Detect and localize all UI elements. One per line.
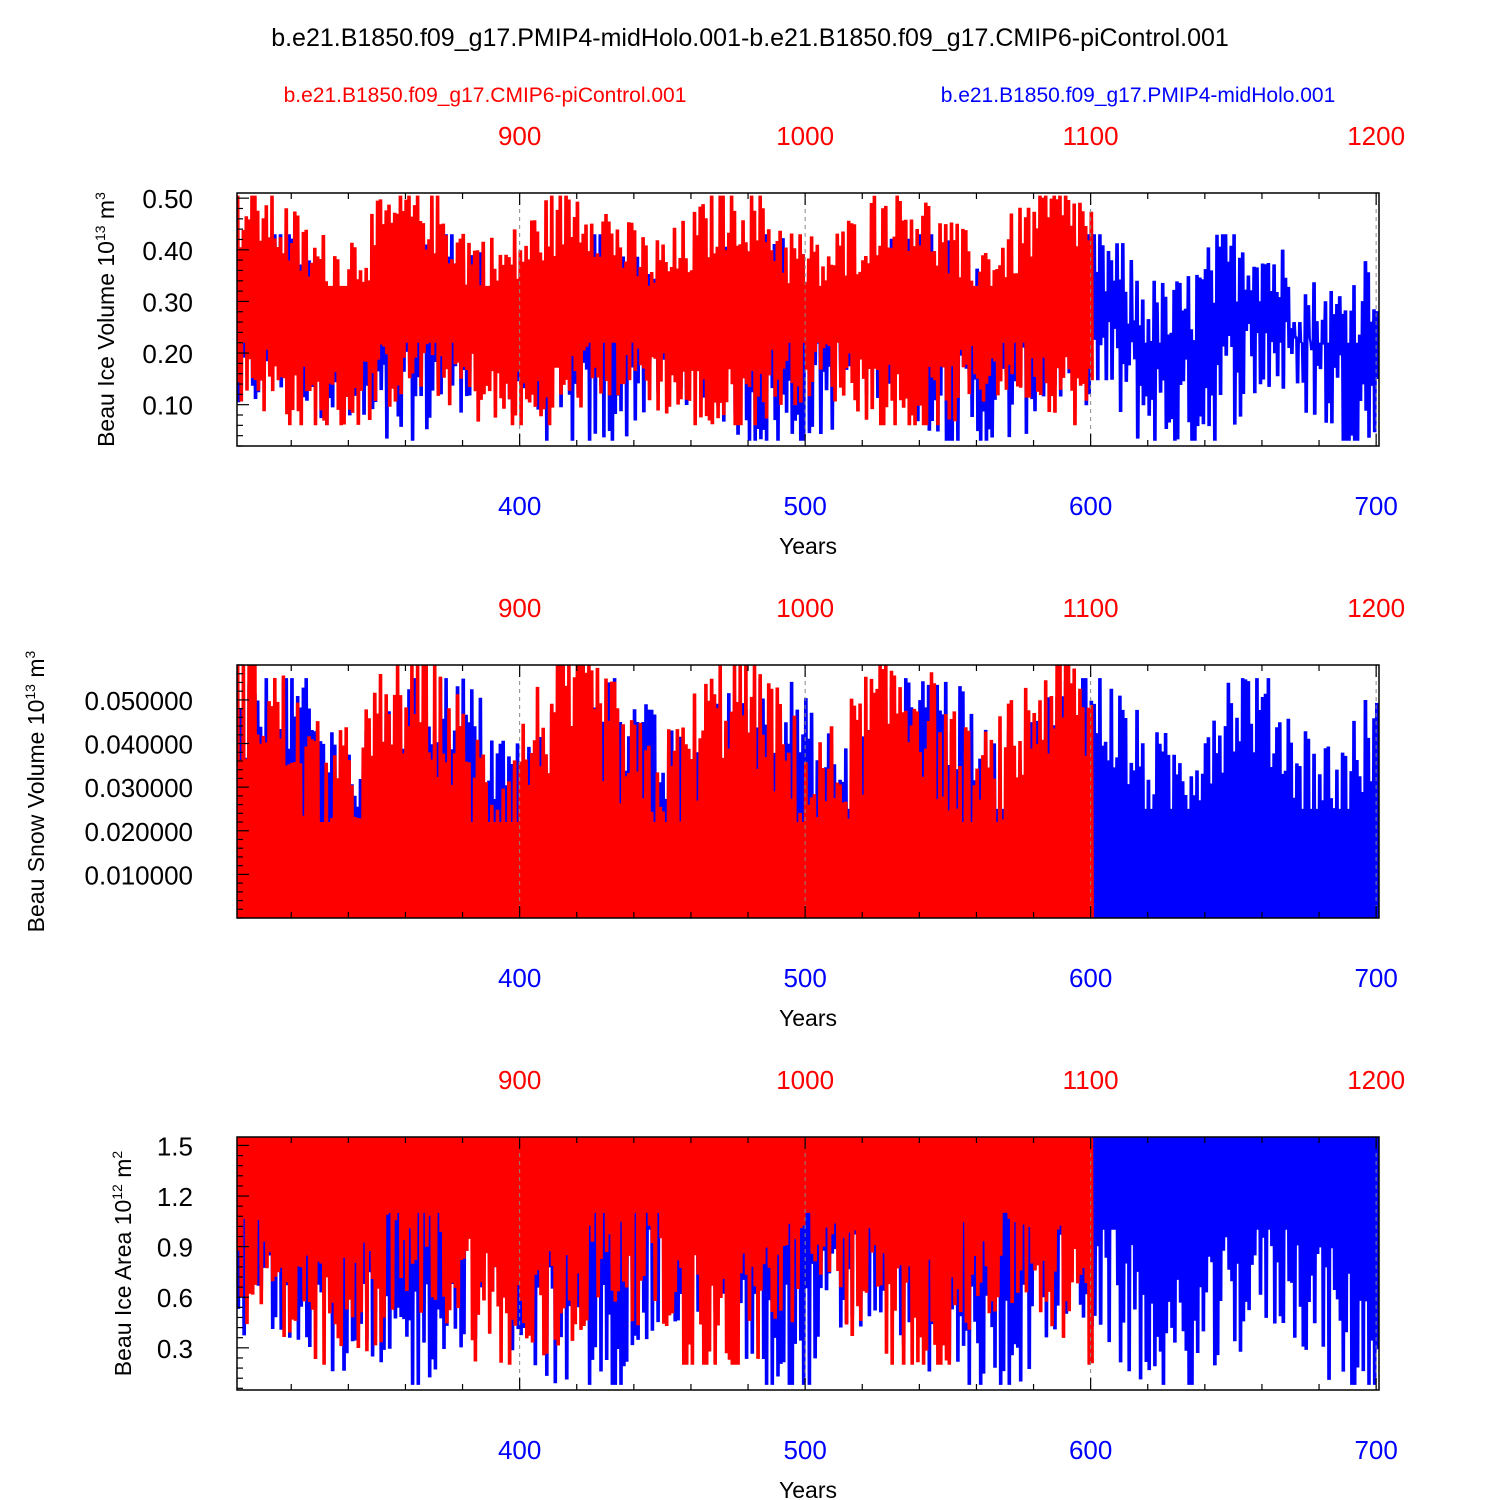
x-tick-label-bottom: 500 xyxy=(783,491,826,521)
y-axis-label: Beau Ice Area 1012 m2 xyxy=(109,1151,136,1377)
x-tick-label-bottom: 700 xyxy=(1354,1435,1397,1465)
series-control-line xyxy=(237,1137,1094,1365)
x-tick-label-top: 1000 xyxy=(776,121,834,151)
x-tick-label-top: 1100 xyxy=(1063,1065,1119,1095)
y-tick-label: 0.030000 xyxy=(85,773,193,803)
x-tick-label-bottom: 400 xyxy=(498,963,541,993)
panel-ice-area: 400 500 600 700 900 1000 1100 1200 Years 0.3 0.6 0.… xyxy=(109,1065,1405,1500)
x-tick-label-top: 1200 xyxy=(1347,121,1405,151)
series-control-line xyxy=(237,195,1094,426)
y-tick-label: 0.050000 xyxy=(85,686,193,716)
x-tick-label-bottom: 700 xyxy=(1354,963,1397,993)
x-tick-label-bottom: 600 xyxy=(1069,1435,1112,1465)
y-axis-label: Beau Snow Volume 1013 m3 xyxy=(22,650,49,932)
x-tick-label-bottom: 400 xyxy=(498,1435,541,1465)
panel-ice-volume: 400 500 600 700 900 1000 1100 1200 Years 0.10 0.20… xyxy=(92,121,1405,559)
x-tick-label-top: 900 xyxy=(498,1065,541,1095)
y-tick-label: 0.020000 xyxy=(85,817,193,847)
y-tick-label: 0.40 xyxy=(142,236,193,266)
x-tick-label-top: 1100 xyxy=(1063,121,1119,151)
y-tick-label: 0.9 xyxy=(157,1233,193,1263)
y-axis-label: Beau Ice Volume 1013 m3 xyxy=(92,192,119,447)
y-tick-label: 0.6 xyxy=(157,1283,193,1313)
x-tick-label-bottom: 600 xyxy=(1069,491,1112,521)
x-tick-label-bottom: 600 xyxy=(1069,963,1112,993)
x-tick-label-top: 900 xyxy=(498,121,541,151)
panels: 400 500 600 700 900 1000 1100 1200 Years 0.10 0.20… xyxy=(22,121,1405,1500)
legend-midholo-label: b.e21.B1850.f09_g17.PMIP4-midHolo.001 xyxy=(941,84,1336,107)
y-tick-label: 0.3 xyxy=(157,1334,193,1364)
y-tick-label: 1.2 xyxy=(157,1182,193,1212)
x-axis-label: Years xyxy=(779,1005,837,1031)
panel-snow-volume: 400 500 600 700 900 1000 1100 1200 Years 0.010000… xyxy=(22,593,1405,1031)
y-tick-label: 0.040000 xyxy=(85,730,193,760)
x-axis-label: Years xyxy=(779,533,837,559)
main-title: b.e21.B1850.f09_g17.PMIP4-midHolo.001-b.… xyxy=(271,24,1229,52)
series-control-line xyxy=(237,665,1094,918)
x-tick-label-bottom: 500 xyxy=(783,963,826,993)
y-tick-label: 0.10 xyxy=(142,391,193,421)
x-tick-label-top: 900 xyxy=(498,593,541,623)
y-tick-label: 0.010000 xyxy=(85,860,193,890)
x-tick-label-bottom: 400 xyxy=(498,491,541,521)
x-axis-label: Years xyxy=(779,1477,837,1500)
x-tick-label-top: 1100 xyxy=(1063,593,1119,623)
legend-control-label: b.e21.B1850.f09_g17.CMIP6-piControl.001 xyxy=(284,84,687,107)
x-tick-label-top: 1200 xyxy=(1347,593,1405,623)
y-tick-label: 0.20 xyxy=(142,339,193,369)
plot-frame xyxy=(236,192,1380,447)
x-tick-label-top: 1200 xyxy=(1347,1065,1405,1095)
x-tick-label-bottom: 700 xyxy=(1354,491,1397,521)
plot-frame xyxy=(236,664,1380,919)
y-tick-label: 1.5 xyxy=(157,1131,193,1161)
y-tick-label: 0.50 xyxy=(142,184,193,214)
y-tick-label: 0.30 xyxy=(142,287,193,317)
plot-frame xyxy=(236,1136,1380,1391)
x-tick-label-bottom: 500 xyxy=(783,1435,826,1465)
x-tick-label-top: 1000 xyxy=(776,1065,834,1095)
x-tick-label-top: 1000 xyxy=(776,593,834,623)
